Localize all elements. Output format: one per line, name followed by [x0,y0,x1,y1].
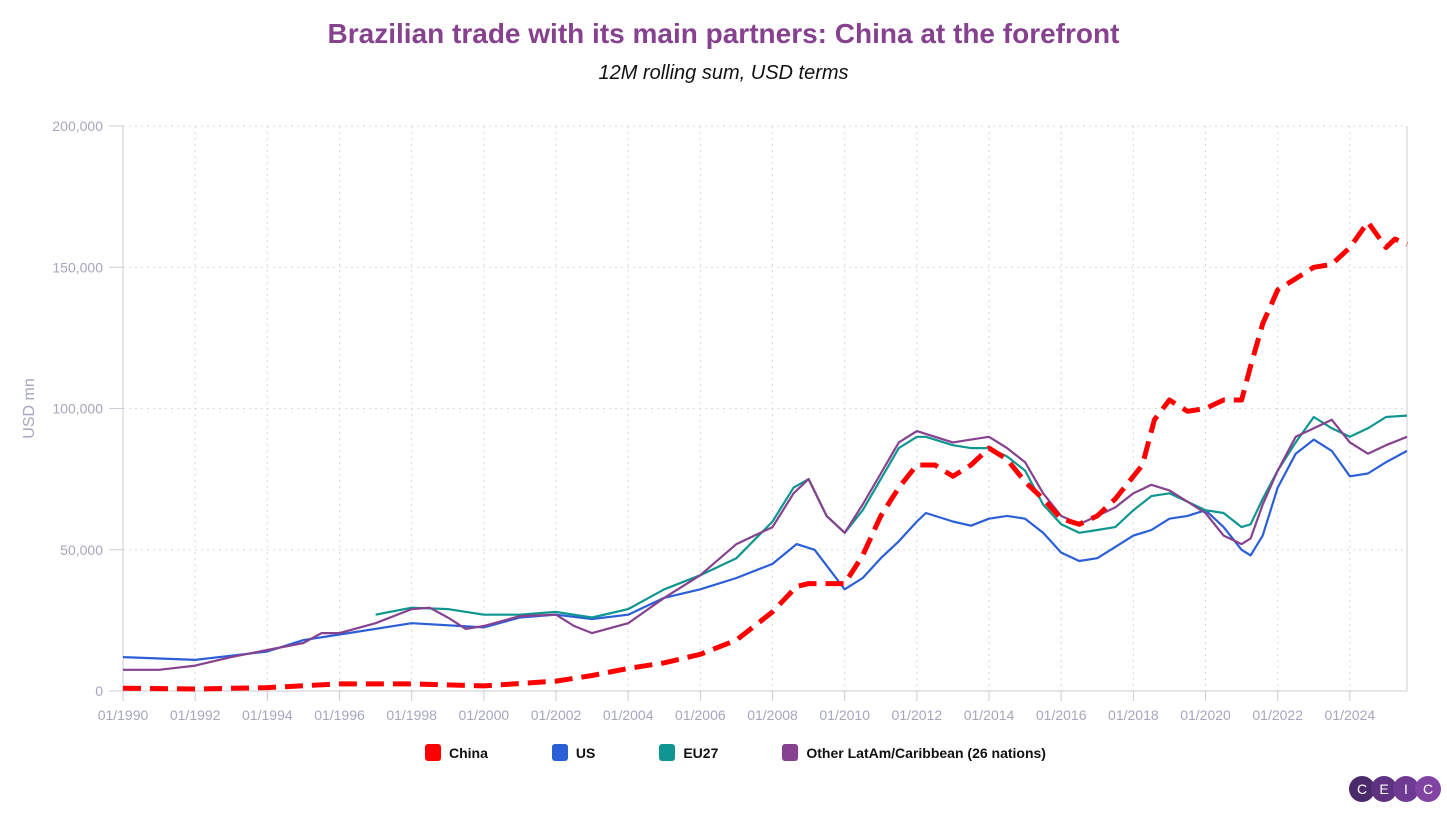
legend-swatch [782,744,799,761]
legend-swatch [425,744,441,761]
y-tick-label: 50,000 [60,542,103,558]
legend-item[interactable]: Other LatAm/Caribbean (26 nations) [782,744,1046,761]
legend: China US EU27 Other LatAm/Caribbean (26 nat… [425,744,1110,761]
logo-letter: C [1415,776,1441,802]
legend-swatch [659,744,676,761]
logo-letter: I [1393,776,1419,802]
series-line-other-latam-caribbean-26-nations- [123,418,1408,671]
x-tick-label: 01/1994 [242,707,293,723]
x-tick-label: 01/2002 [531,707,582,723]
x-tick-label: 01/2016 [1036,707,1087,723]
x-tick-label: 01/2022 [1252,707,1303,723]
x-tick-label: 01/1992 [170,707,221,723]
x-tick-label: 01/1996 [314,707,365,723]
x-tick-label: 01/2008 [747,707,798,723]
legend-item[interactable]: EU27 [659,744,718,761]
x-tick-label: 01/2004 [603,707,654,723]
x-tick-label: 01/2012 [892,707,943,723]
series-line-china [122,219,1409,692]
legend-label: EU27 [683,744,719,761]
logo-letter: C [1349,776,1375,802]
x-tick-label: 01/2018 [1108,707,1159,723]
legend-swatch [551,744,568,761]
legend-item[interactable]: US [551,744,596,761]
x-tick-label: 01/2020 [1180,707,1231,723]
y-tick-label: 100,000 [52,401,103,417]
x-tick-label: 01/2000 [459,707,510,723]
legend-label: US [575,744,596,761]
legend-label: Other LatAm/Caribbean (26 nations) [806,744,1046,761]
x-tick-label: 01/2014 [964,707,1015,723]
series-line-eu27 [375,414,1408,619]
y-tick-label: 0 [95,683,103,699]
legend-label: China [449,744,488,761]
logo-letter: E [1371,776,1397,802]
x-tick-label: 01/2024 [1325,707,1376,723]
legend-item[interactable]: China [425,744,488,761]
x-tick-label: 01/1990 [98,707,149,723]
chart-subtitle: 12M rolling sum, USD terms [598,62,849,84]
x-tick-label: 01/2010 [819,707,870,723]
chart-title: Brazilian trade with its main partners: … [327,18,1120,49]
y-tick-label: 150,000 [52,259,103,275]
y-tick-label: 200,000 [52,118,103,134]
y-axis-label: USD mn [21,378,38,438]
series-line-us [122,438,1408,661]
x-tick-label: 01/2006 [675,707,726,723]
x-tick-label: 01/1998 [386,707,437,723]
